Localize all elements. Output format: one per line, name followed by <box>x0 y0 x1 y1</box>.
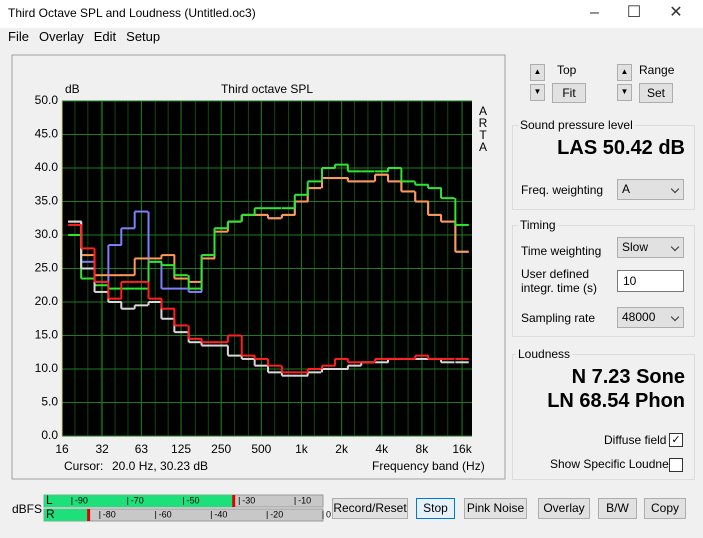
loudness-ln: LN 68.54 Phon <box>547 390 685 412</box>
button[interactable]: Stop <box>416 498 455 519</box>
spl-value: LAS 50.42 dB <box>557 137 685 159</box>
x-tick-label: 500 <box>251 442 271 456</box>
x-tick-label: 63 <box>135 442 149 456</box>
meter-row-label: R <box>46 507 55 521</box>
window-title: Third Octave SPL and Loudness (Untitled.… <box>8 6 256 20</box>
meter-tick-label: -50 <box>187 495 200 505</box>
meter-level <box>44 495 234 507</box>
field-label: Freq. weighting <box>521 183 604 197</box>
y-tick-label: 35.0 <box>35 194 59 208</box>
range-down[interactable]: ▼ <box>617 84 632 101</box>
x-tick-label: 4k <box>375 442 389 456</box>
side-label: ARTA <box>476 104 490 152</box>
y-tick-label: 5.0 <box>41 395 58 409</box>
meter-tick-label: -40 <box>214 509 227 519</box>
meter-tick-label: -80 <box>103 509 116 519</box>
loudness-group <box>512 354 695 480</box>
diffuse-checkbox[interactable]: ✓ <box>669 433 683 447</box>
x-tick-label: 16k <box>452 442 472 456</box>
top-label: Top <box>557 63 577 77</box>
menu-item[interactable]: File <box>8 29 29 44</box>
y-tick-label: 40.0 <box>35 160 59 174</box>
specific-checkbox[interactable] <box>669 458 683 472</box>
range-label: Range <box>639 63 675 77</box>
cursor-value: 20.0 Hz, 30.23 dB <box>112 459 208 473</box>
meter-track <box>43 494 324 508</box>
menu-item[interactable]: Overlay <box>38 29 84 44</box>
integr-input[interactable]: 10 <box>617 270 684 292</box>
meter-tick-label: -70 <box>131 495 144 505</box>
meter-tick-label: 0 <box>326 509 331 519</box>
field-label: Show Specific Loudness <box>550 457 681 471</box>
field-label: User defined <box>521 267 590 281</box>
meter-level <box>44 509 89 521</box>
field-label: Diffuse field <box>604 433 667 447</box>
meter-track <box>43 508 324 522</box>
x-tick-label: 16 <box>55 442 69 456</box>
button[interactable]: Overlay <box>538 498 590 519</box>
top-up[interactable]: ▲ <box>530 64 545 81</box>
range-up[interactable]: ▲ <box>617 64 632 81</box>
timing-group <box>512 225 695 337</box>
x-tick-label: 2k <box>335 442 349 456</box>
group-label: Sound pressure level <box>518 118 635 132</box>
meter-tick-label: -10 <box>298 495 311 505</box>
x-tick-label: 32 <box>95 442 109 456</box>
y-tick-label: 30.0 <box>35 227 59 241</box>
y-tick-label: 45.0 <box>35 127 59 141</box>
title-bar <box>0 0 703 28</box>
button[interactable]: Record/Reset <box>332 498 408 519</box>
menu-item[interactable]: Setup <box>126 29 161 44</box>
top-down[interactable]: ▼ <box>530 84 545 101</box>
x-tick-label: 125 <box>171 442 191 456</box>
fit-button[interactable]: Fit <box>552 83 586 103</box>
sampling-rate-combo[interactable]: 48000 <box>617 307 684 328</box>
y-tick-label: 0.0 <box>41 428 58 442</box>
y-tick-label: 10.0 <box>35 361 59 375</box>
meter-row-label: L <box>46 493 53 507</box>
loudness-n: N 7.23 Sone <box>571 366 685 388</box>
meter-tick-label: -20 <box>270 509 283 519</box>
y-tick-label: 50.0 <box>35 93 59 107</box>
field-label: integr. time (s) <box>521 281 598 295</box>
chart-panel <box>11 54 506 480</box>
meter-tick-label: -60 <box>159 509 172 519</box>
x-axis-label: Frequency band (Hz) <box>372 459 485 473</box>
set-button[interactable]: Set <box>639 83 673 103</box>
button[interactable]: Copy <box>644 498 686 519</box>
freq-weighting-combo[interactable]: A <box>617 179 684 200</box>
x-tick-label: 1k <box>295 442 309 456</box>
time-weighting-combo[interactable]: Slow <box>617 237 684 258</box>
meter-tick-label: -90 <box>75 495 88 505</box>
y-tick-label: 25.0 <box>35 261 59 275</box>
button[interactable]: B/W <box>598 498 637 519</box>
button[interactable]: Pink Noise <box>464 498 527 519</box>
meter-label: dBFS <box>12 502 43 516</box>
x-tick-label: 250 <box>211 442 231 456</box>
menu-item[interactable]: Edit <box>93 29 117 44</box>
group-label: Timing <box>518 218 558 232</box>
field-label: Sampling rate <box>521 311 596 325</box>
meter-tick-label: -30 <box>242 495 255 505</box>
y-tick-label: 20.0 <box>35 294 59 308</box>
plot-area <box>62 101 472 436</box>
field-label: Time weighting <box>521 244 602 258</box>
cursor-label: Cursor: <box>64 459 103 473</box>
y-axis-label: dB <box>65 82 80 96</box>
chart-title: Third octave SPL <box>221 82 313 96</box>
menu-bar: File Overlay Edit Setup <box>8 29 170 44</box>
x-tick-label: 8k <box>416 442 430 456</box>
window-buttons[interactable]: –☐✕ <box>590 4 703 21</box>
group-label: Loudness <box>516 347 573 361</box>
y-tick-label: 15.0 <box>35 328 59 342</box>
